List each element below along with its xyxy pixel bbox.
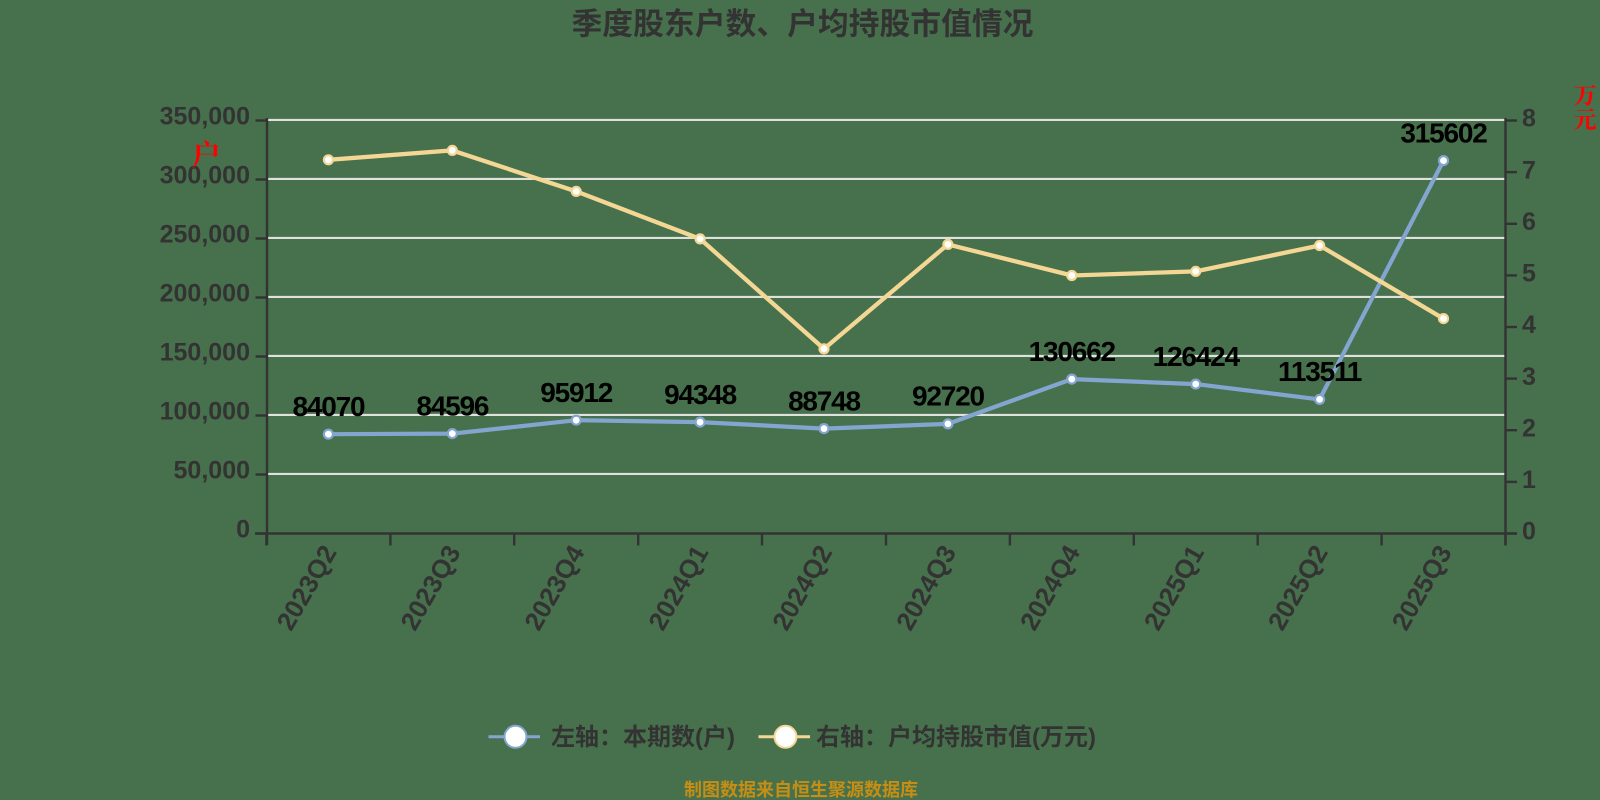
svg-text:130662: 130662 [1029, 336, 1116, 367]
svg-text:5: 5 [1522, 260, 1536, 288]
svg-text:8: 8 [1522, 105, 1536, 133]
svg-text:84596: 84596 [416, 390, 488, 421]
svg-text:元: 元 [1574, 102, 1597, 135]
svg-text:250,000: 250,000 [160, 221, 250, 249]
svg-text:3: 3 [1522, 363, 1536, 391]
svg-text:7: 7 [1522, 156, 1536, 184]
svg-text:2: 2 [1522, 414, 1536, 442]
svg-text:200,000: 200,000 [160, 280, 250, 308]
svg-text:126424: 126424 [1153, 341, 1241, 372]
svg-text:50,000: 50,000 [174, 457, 250, 485]
svg-text:4: 4 [1522, 311, 1536, 339]
svg-text:0: 0 [1522, 518, 1536, 546]
svg-text:0: 0 [236, 516, 250, 544]
svg-text:100,000: 100,000 [160, 398, 250, 426]
svg-text:150,000: 150,000 [160, 339, 250, 367]
svg-text:315602: 315602 [1400, 117, 1487, 148]
svg-text:300,000: 300,000 [160, 162, 250, 190]
svg-text:1: 1 [1522, 466, 1536, 494]
svg-text:350,000: 350,000 [160, 103, 250, 131]
svg-text:季度股东户数、户均持股市值情况: 季度股东户数、户均持股市值情况 [572, 7, 1034, 42]
svg-text:113511: 113511 [1278, 356, 1362, 387]
svg-text:92720: 92720 [912, 381, 984, 412]
svg-text:94348: 94348 [664, 379, 736, 410]
svg-text:左轴：本期数(户): 左轴：本期数(户) [551, 724, 735, 751]
svg-text:户: 户 [191, 134, 220, 175]
svg-text:6: 6 [1522, 208, 1536, 236]
svg-text:84070: 84070 [292, 391, 364, 422]
svg-text:制图数据来自恒生聚源数据库: 制图数据来自恒生聚源数据库 [684, 780, 918, 800]
svg-text:88748: 88748 [788, 385, 860, 416]
svg-text:万: 万 [1574, 78, 1597, 111]
svg-text:右轴：户均持股市值(万元): 右轴：户均持股市值(万元) [816, 724, 1096, 751]
svg-text:95912: 95912 [540, 377, 612, 408]
